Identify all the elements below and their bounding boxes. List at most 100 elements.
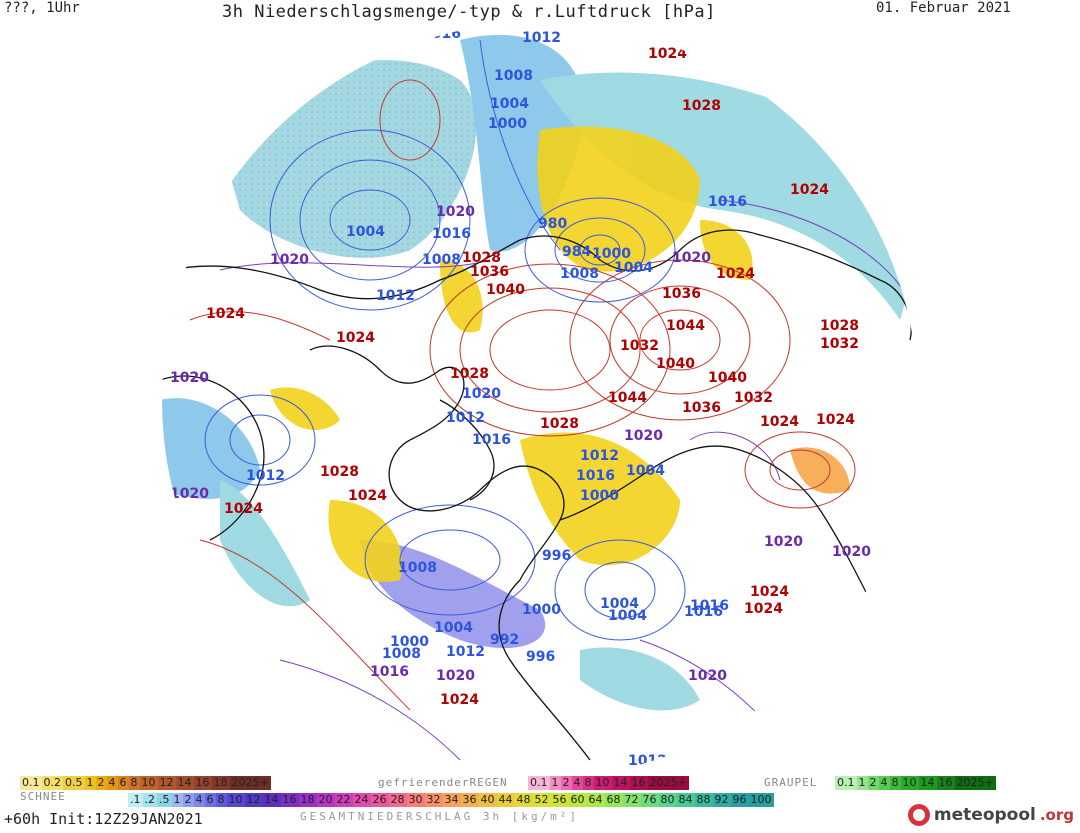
- freezing-rain-legend-step: 14: [611, 776, 630, 790]
- pressure-label: 1016: [708, 194, 747, 210]
- pressure-label: 1036: [662, 286, 701, 302]
- pressure-label: 1028: [462, 250, 501, 266]
- snow-legend-step: 6: [117, 776, 129, 790]
- header-run-label: ???, 1Uhr: [4, 0, 80, 16]
- isobars-high: [189, 79, 856, 711]
- pressure-label: 1024: [336, 330, 375, 346]
- pressure-label: 1020: [170, 486, 209, 502]
- isobars-mid: [219, 199, 911, 761]
- graupel-legend-step: 0.1: [835, 776, 857, 790]
- pressure-label: 1020: [764, 534, 803, 550]
- total-precip-legend-step: 100: [748, 793, 774, 807]
- pressure-label: 1028: [320, 464, 359, 480]
- pressure-label: 1024: [206, 306, 245, 322]
- freezing-rain-legend-step: 4: [571, 776, 583, 790]
- pressure-label: 980: [538, 216, 567, 232]
- total-precip-legend-step: 76: [640, 793, 659, 807]
- pressure-label: 1044: [608, 390, 647, 406]
- total-precip-legend-step: 52: [532, 793, 551, 807]
- pressure-label: 1028: [682, 98, 721, 114]
- pressure-label: 1016: [472, 432, 511, 448]
- pressure-label: 1004: [490, 96, 529, 112]
- pressure-label: 1012: [522, 30, 561, 46]
- total-precip-legend-step: .5: [157, 793, 172, 807]
- pressure-label: 992: [490, 632, 519, 648]
- total-precip-legend-step: .1: [128, 793, 143, 807]
- graupel-legend-step: 16: [936, 776, 955, 790]
- total-precip-legend-step: 2: [182, 793, 194, 807]
- meteopool-logo-icon: [907, 804, 930, 826]
- pressure-label: 1016: [576, 468, 615, 484]
- freezing-rain-legend-step: 10: [593, 776, 612, 790]
- pressure-labels: 1016 1012 1024 1008 1004 1000 1028 1024 1016 1020…: [170, 26, 871, 769]
- total-precip-legend-step: 16: [280, 793, 299, 807]
- total-precip-legend-step: 30: [406, 793, 425, 807]
- pressure-label: 1028: [450, 366, 489, 382]
- pressure-label: 1024: [348, 488, 387, 504]
- pressure-label: 1004: [434, 620, 473, 636]
- pressure-label: 984: [562, 244, 591, 260]
- pressure-label: 1000: [522, 602, 561, 618]
- pressure-label: 1024: [760, 414, 799, 430]
- pressure-label: 1020: [832, 544, 871, 560]
- total-precip-legend-step: 20: [316, 793, 335, 807]
- total-precip-title: GESAMTNIEDERSCHLAG 3h [kg/m²]: [300, 810, 580, 823]
- pressure-label: 1012: [246, 468, 285, 484]
- pressure-label: 1000: [580, 488, 619, 504]
- total-precip-legend-step: 32: [424, 793, 443, 807]
- total-precip-legend-step: 4: [193, 793, 205, 807]
- pressure-label: 1004: [626, 463, 665, 479]
- graupel-legend-step: 1: [856, 776, 868, 790]
- pressure-label: 1020: [436, 668, 475, 684]
- total-precip-legend-step: 34: [442, 793, 461, 807]
- polar-map: 1016 1012 1024 1008 1004 1000 1028 1024 1016 1020…: [160, 20, 920, 780]
- freezing-rain-legend-step: 8: [582, 776, 594, 790]
- graupel-legend-title: GRAUPEL: [764, 776, 818, 789]
- snow-legend-step: 0.5: [63, 776, 85, 790]
- pressure-label: 1020: [270, 252, 309, 268]
- snow-legend-step: 12: [157, 776, 176, 790]
- pressure-label: 1040: [656, 356, 695, 372]
- pressure-label: 1020: [672, 250, 711, 266]
- pressure-label: 1040: [486, 282, 525, 298]
- pressure-label: 1020: [688, 668, 727, 684]
- snow-legend: 0.1 0.2 0.5 1 2 4 6 8 10 12 14 16 18 2025+: [20, 776, 271, 790]
- pressure-label: 1008: [422, 252, 461, 268]
- pressure-label: 1020: [624, 428, 663, 444]
- pressure-label: 1024: [440, 692, 479, 708]
- total-precip-legend-step: 64: [586, 793, 605, 807]
- pressure-label: 1032: [620, 338, 659, 354]
- map-title: 3h Niederschlagsmenge/-typ & r.Luftdruck…: [222, 2, 716, 22]
- total-precip-legend-step: 22: [334, 793, 353, 807]
- snow-legend-step: 14: [175, 776, 194, 790]
- total-precip-legend-step: 48: [514, 793, 533, 807]
- graupel-legend-step: 2025+: [954, 776, 996, 790]
- snow-legend-step: 0.1: [20, 776, 42, 790]
- freezing-rain-legend-step: 1: [549, 776, 561, 790]
- pressure-map-svg: 1016 1012 1024 1008 1004 1000 1028 1024 1016 1020…: [162, 22, 918, 778]
- snow-legend-step: 1: [84, 776, 96, 790]
- total-precip-legend-step: 36: [460, 793, 479, 807]
- snow-legend-step: 8: [128, 776, 140, 790]
- total-precip-legend-step: 60: [568, 793, 587, 807]
- total-precip-legend-step: 18: [298, 793, 317, 807]
- meteopool-logo[interactable]: meteopool .org: [907, 804, 1074, 826]
- total-precip-legend-step: 40: [478, 793, 497, 807]
- pressure-label: 1016: [684, 604, 723, 620]
- pressure-label: 1004: [608, 608, 647, 624]
- pressure-label: 1024: [648, 46, 687, 62]
- pressure-label: 1008: [560, 266, 599, 282]
- pressure-label: 1024: [224, 501, 263, 517]
- total-precip-legend-step: 72: [622, 793, 641, 807]
- pressure-label: 1020: [170, 370, 209, 386]
- pressure-label: 1004: [346, 224, 385, 240]
- snow-legend-step: 18: [211, 776, 230, 790]
- isobars-low: [204, 39, 686, 641]
- pressure-label: 1012: [446, 410, 485, 426]
- pressure-label: 1012: [446, 644, 485, 660]
- total-precip-legend-step: 10: [226, 793, 245, 807]
- pressure-label: 1012: [376, 288, 415, 304]
- pressure-label: 1016: [370, 664, 409, 680]
- pressure-label: 1012: [628, 753, 667, 769]
- snow-legend-step: 2025+: [229, 776, 271, 790]
